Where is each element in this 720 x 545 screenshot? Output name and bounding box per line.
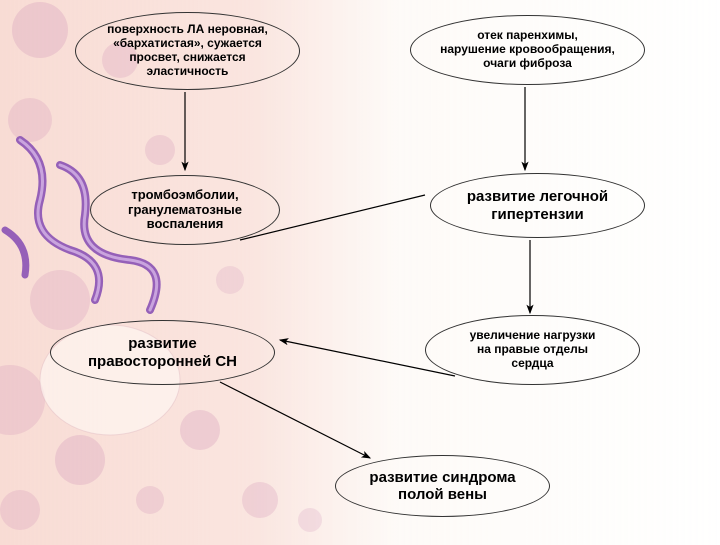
node-text: развитие легочнойгипертензии <box>467 188 608 223</box>
node-text: тромбоэмболии,гранулематозныевоспаления <box>128 188 242 233</box>
node-right-heart-load: увеличение нагрузкина правые отделысердц… <box>425 315 640 385</box>
node-pulmonary-hypertension: развитие легочнойгипертензии <box>430 173 645 238</box>
node-thromboembolism: тромбоэмболии,гранулематозныевоспаления <box>90 175 280 245</box>
node-text: развитие синдромаполой вены <box>369 469 515 504</box>
node-right-heart-failure: развитиеправосторонней СН <box>50 320 275 385</box>
node-vena-cava-syndrome: развитие синдромаполой вены <box>335 455 550 517</box>
node-parenchyma-edema: отек паренхимы,нарушение кровообращения,… <box>410 15 645 85</box>
node-text: отек паренхимы,нарушение кровообращения,… <box>440 29 615 70</box>
arrow-layer <box>0 0 720 540</box>
node-text: поверхность ЛА неровная,«бархатистая», с… <box>107 23 268 78</box>
node-text: увеличение нагрузкина правые отделысердц… <box>470 329 596 370</box>
node-la-surface: поверхность ЛА неровная,«бархатистая», с… <box>75 12 300 90</box>
flow-arrow <box>220 382 370 458</box>
node-text: развитиеправосторонней СН <box>88 335 237 370</box>
